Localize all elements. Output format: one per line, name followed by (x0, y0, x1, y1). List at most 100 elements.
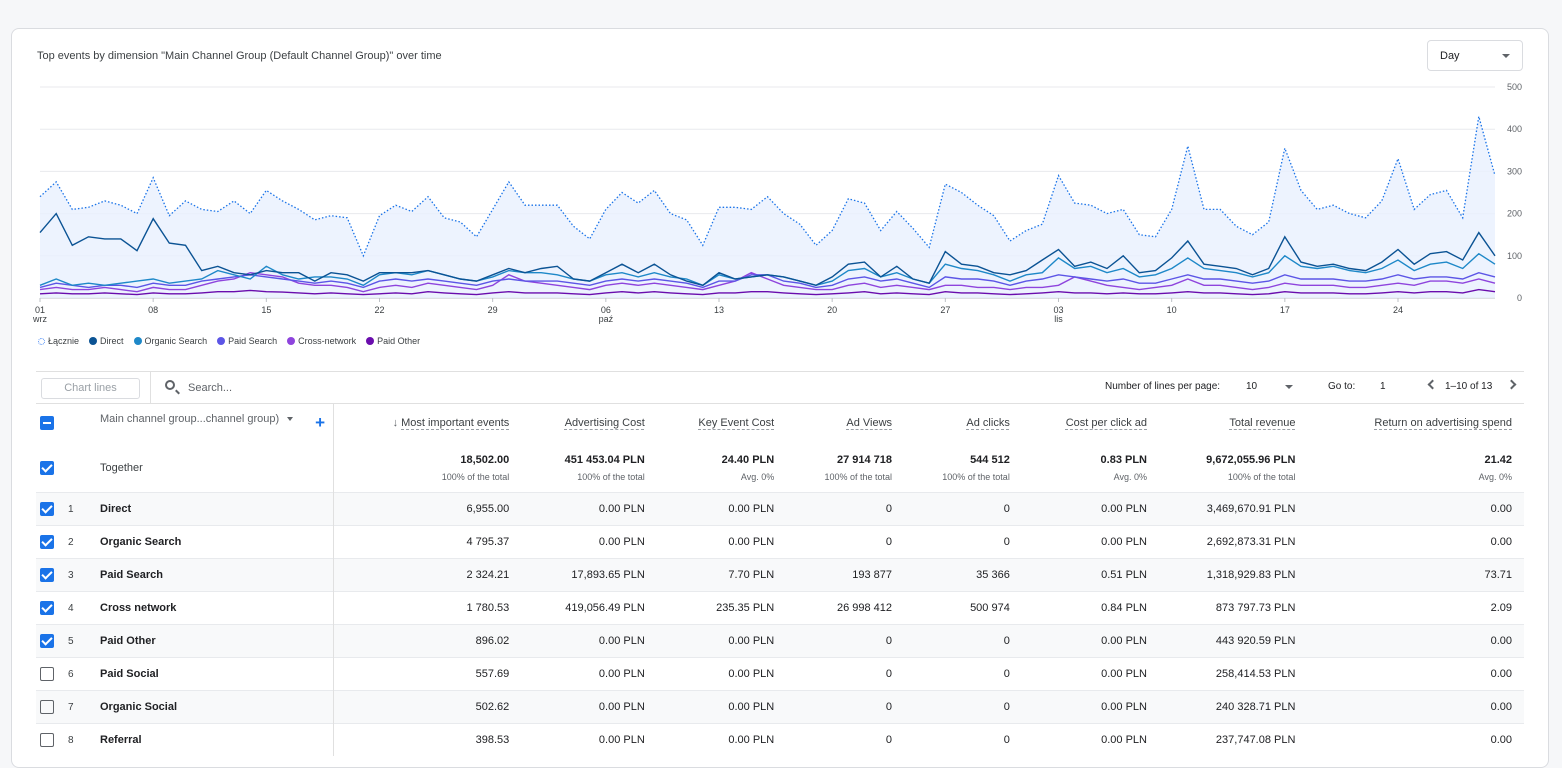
row-dimension[interactable]: Paid Search (92, 558, 334, 592)
metric-header-label: Ad clicks (966, 417, 1010, 429)
row-checkbox[interactable] (40, 535, 54, 549)
row-dimension[interactable]: Paid Social (92, 657, 334, 691)
totals-cell: 0.83 PLN Avg. 0% (1022, 443, 1159, 493)
row-value: 193 877 (786, 558, 905, 592)
metric-header[interactable]: Ad Views (786, 403, 904, 443)
row-value: 873 797.73 PLN (1159, 591, 1308, 625)
lines-per-page-value[interactable]: 10 (1246, 381, 1258, 392)
add-dimension-button[interactable]: + (315, 413, 325, 432)
totals-checkbox[interactable] (40, 460, 54, 475)
legend-item: Paid Other (366, 336, 420, 346)
row-dimension[interactable]: Organic Search (92, 525, 334, 559)
metric-header[interactable]: ↓ Most important events (334, 403, 522, 443)
row-checkbox[interactable] (40, 568, 54, 582)
metric-header[interactable]: Total revenue (1159, 403, 1307, 443)
row-checkbox[interactable] (40, 634, 54, 648)
caret-down-icon[interactable] (287, 417, 294, 422)
row-value: 0.00 PLN (1021, 492, 1159, 526)
totals-cell: 24.40 PLN Avg. 0% (657, 443, 786, 493)
totals-subtext: 100% of the total (942, 471, 1010, 482)
y-tick-label: 300 (1507, 166, 1522, 176)
table-row[interactable]: 6 Paid Social 557.69 0.00 PLN 0.00 PLN 0 0 0.00… (36, 657, 1524, 691)
metric-header-label: Ad Views (846, 417, 893, 429)
row-value: 6,955.00 (333, 492, 522, 526)
row-dimension[interactable]: Paid Other (92, 624, 334, 658)
row-checkbox[interactable] (40, 667, 54, 681)
select-all-cell (36, 403, 68, 443)
series-area-total (40, 116, 1495, 298)
report-card: Top events by dimension "Main Channel Gr… (11, 28, 1549, 768)
row-checkbox[interactable] (40, 601, 54, 615)
goto-input[interactable]: 1 (1380, 381, 1386, 392)
row-value: 0 (904, 657, 1022, 691)
totals-cell: 451 453.04 PLN 100% of the total (521, 443, 657, 493)
caret-down-icon[interactable] (1285, 385, 1293, 389)
table-row[interactable]: 7 Organic Social 502.62 0.00 PLN 0.00 PLN 0 0 0… (36, 690, 1524, 724)
row-value: 3,469,670.91 PLN (1159, 492, 1308, 526)
table-row[interactable]: 8 Referral 398.53 0.00 PLN 0.00 PLN 0 0 0.00 PL… (36, 723, 1524, 756)
metric-header[interactable]: Ad clicks (904, 403, 1022, 443)
granularity-select[interactable]: Day (1427, 40, 1523, 71)
x-tick-label: 03 (1053, 305, 1063, 315)
metric-header[interactable]: Return on advertising spend (1307, 403, 1524, 443)
row-checkbox[interactable] (40, 700, 54, 714)
y-tick-label: 500 (1507, 82, 1522, 92)
table-header-row: Main channel group...channel group) + ↓ Mos… (36, 403, 1524, 443)
totals-subtext: 100% of the total (824, 471, 893, 482)
row-value: 0.00 PLN (656, 525, 787, 559)
data-table: Main channel group...channel group) + ↓ Mos… (36, 403, 1524, 756)
metric-header[interactable]: Cost per click ad (1022, 403, 1159, 443)
chevron-left-icon[interactable] (1427, 379, 1438, 390)
x-tick-label: 06 (601, 305, 611, 315)
row-dimension[interactable]: Organic Social (92, 690, 334, 724)
row-checkbox[interactable] (40, 502, 54, 516)
row-check-cell (36, 525, 68, 559)
row-check-cell (36, 690, 68, 724)
select-all-checkbox[interactable] (40, 416, 54, 430)
row-value: 0.00 PLN (656, 657, 787, 691)
table-row[interactable]: 2 Organic Search 4 795.37 0.00 PLN 0.00 PLN 0… (36, 525, 1524, 559)
row-value: 237,747.08 PLN (1159, 723, 1308, 756)
table-row[interactable]: 1 Direct 6,955.00 0.00 PLN 0.00 PLN 0 0 0.00 PL… (36, 492, 1524, 526)
row-value: 73.71 (1307, 558, 1524, 592)
row-check-cell (36, 657, 68, 691)
lines-per-page-label: Number of lines per page: (1105, 381, 1221, 392)
totals-row: Together 18,502.00 100% of the total 451 45… (36, 443, 1524, 493)
metric-header[interactable]: Advertising Cost (521, 403, 657, 443)
row-value: 0.00 PLN (1021, 723, 1159, 756)
table-row[interactable]: 4 Cross network 1 780.53 419,056.49 PLN 235.… (36, 591, 1524, 625)
row-check-cell (36, 492, 68, 526)
legend-item: Paid Search (217, 336, 277, 346)
row-index: 6 (68, 657, 92, 691)
table-row[interactable]: 3 Paid Search 2 324.21 17,893.65 PLN 7.70 PL… (36, 558, 1524, 592)
row-value: 896.02 (333, 624, 522, 658)
row-value: 419,056.49 PLN (521, 591, 657, 625)
series-line-paid-other (39, 288, 1496, 296)
x-tick-label: 27 (940, 305, 950, 315)
totals-value: 544 512 (970, 453, 1010, 466)
row-dimension[interactable]: Direct (92, 492, 334, 526)
row-value: 0 (786, 690, 905, 724)
totals-subtext: Avg. 0% (1478, 471, 1512, 482)
totals-label: Together (92, 443, 334, 493)
row-value: 2,692,873.31 PLN (1159, 525, 1308, 559)
row-checkbox[interactable] (40, 733, 54, 747)
row-value: 0.00 PLN (521, 492, 657, 526)
row-dimension[interactable]: Referral (92, 723, 334, 756)
sort-desc-icon[interactable]: ↓ (392, 417, 399, 429)
legend-label: Łącznie (48, 336, 80, 346)
row-index: 3 (68, 558, 92, 592)
totals-subtext: Avg. 0% (1113, 471, 1147, 482)
card-title: Top events by dimension "Main Channel Gr… (37, 50, 442, 62)
table-row[interactable]: 5 Paid Other 896.02 0.00 PLN 0.00 PLN 0 0 0.00 … (36, 624, 1524, 658)
dimension-header[interactable]: Main channel group...channel group) + (92, 403, 334, 443)
row-dimension[interactable]: Cross network (92, 591, 334, 625)
search-input[interactable] (186, 378, 490, 398)
legend-swatch (217, 337, 226, 345)
chart-lines-button[interactable]: Chart lines (41, 378, 140, 399)
row-value: 0 (786, 525, 905, 559)
totals-value: 451 453.04 PLN (564, 453, 645, 466)
row-index: 2 (68, 525, 92, 559)
chevron-right-icon[interactable] (1506, 379, 1517, 390)
metric-header[interactable]: Key Event Cost (657, 403, 786, 443)
